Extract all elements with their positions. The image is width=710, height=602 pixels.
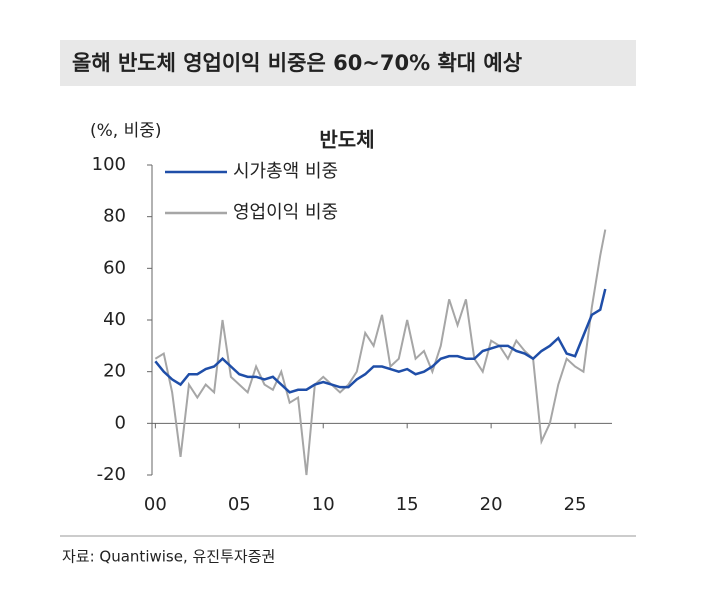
legend-label: 영업이익 비중 <box>233 202 338 223</box>
y-tick-label: 100 <box>92 154 126 175</box>
x-tick-label: 15 <box>396 494 419 515</box>
x-tick-label: 10 <box>312 494 335 515</box>
legend-label: 시가총액 비중 <box>233 161 338 182</box>
y-axis-label: (%, 비중) <box>90 121 162 141</box>
chart-title: 반도체 <box>319 128 374 152</box>
x-tick-label: 20 <box>480 494 503 515</box>
series-line <box>154 229 607 476</box>
y-tick-label: 20 <box>103 361 126 382</box>
x-tick-label: 25 <box>564 494 587 515</box>
y-tick-label: -20 <box>97 464 126 485</box>
series-line <box>154 288 607 394</box>
y-tick-label: 40 <box>103 309 126 330</box>
page-title: 올해 반도체 영업이익 비중은 60~70% 확대 예상 <box>72 51 522 75</box>
y-tick-label: 0 <box>115 412 126 433</box>
y-tick-label: 60 <box>103 257 126 278</box>
y-tick-label: 80 <box>103 206 126 227</box>
source: 자료: Quantiwise, 유진투자증권 <box>62 548 275 566</box>
x-tick-label: 05 <box>228 494 251 515</box>
x-tick-label: 00 <box>144 494 167 515</box>
title-bar <box>60 40 636 86</box>
